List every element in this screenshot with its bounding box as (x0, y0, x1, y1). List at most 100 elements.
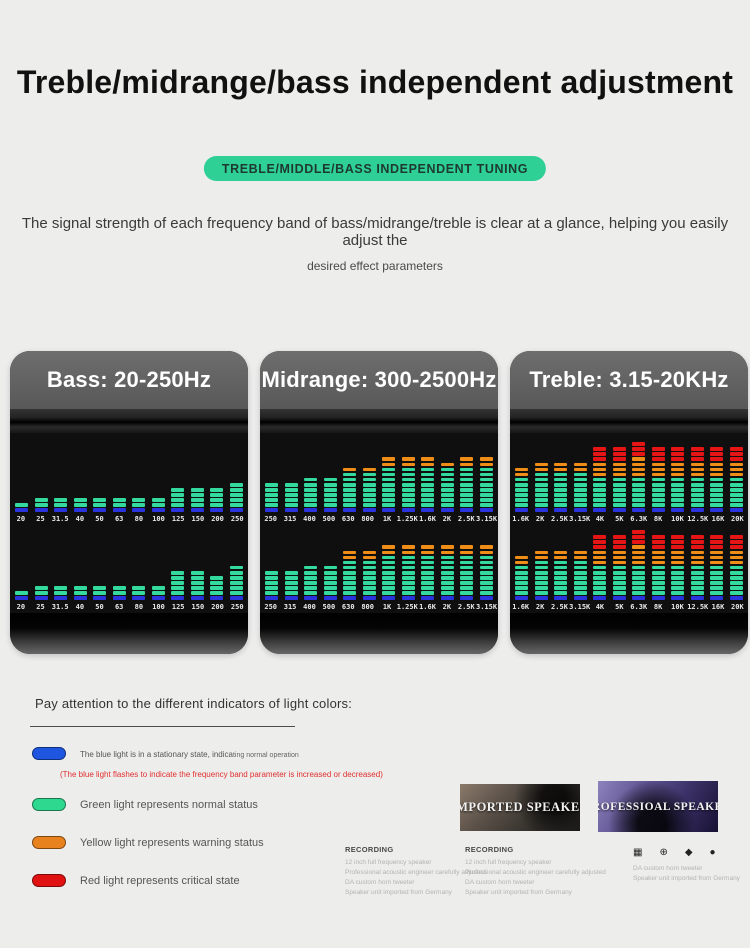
led-segment (265, 493, 278, 497)
eq-panel-treble-title: Treble: 3.15-20KHz (529, 367, 729, 392)
led-segment (151, 591, 165, 595)
led-segment (554, 467, 568, 472)
led-column (151, 498, 165, 512)
led-segment (710, 472, 724, 477)
led-segment (690, 555, 704, 560)
led-column (171, 488, 185, 512)
led-segment (729, 462, 743, 467)
led-segment (440, 477, 454, 482)
led-segment (515, 560, 528, 565)
led-segment (304, 493, 318, 497)
legend-item-red: Red light represents critical state (32, 874, 240, 887)
led-column (15, 591, 28, 600)
led-segment (479, 581, 493, 585)
led-segment (265, 586, 278, 590)
led-segment (401, 493, 415, 497)
led-segment (651, 596, 665, 600)
led-segment (284, 503, 298, 507)
frequency-label: 250 (264, 514, 278, 523)
led-segment (171, 576, 185, 580)
led-segment (421, 591, 435, 595)
led-segment (54, 508, 68, 512)
frequency-label: 63 (114, 514, 124, 523)
led-segment (593, 462, 607, 467)
led-segment (534, 477, 548, 482)
led-segment (612, 535, 626, 539)
led-segment (729, 447, 743, 451)
led-segment (534, 591, 548, 595)
legend-divider (30, 726, 295, 727)
led-segment (690, 596, 704, 600)
led-segment (421, 498, 435, 502)
led-segment (229, 576, 243, 580)
led-segment (534, 482, 548, 487)
led-segment (690, 550, 704, 555)
led-segment (34, 503, 48, 507)
led-segment (632, 482, 646, 487)
legend-item-yellow-label: Yellow light represents warning status (80, 836, 264, 849)
led-segment (190, 488, 204, 492)
led-segment (93, 498, 107, 502)
led-segment (112, 508, 126, 512)
led-segment (323, 586, 337, 590)
led-segment (710, 560, 724, 565)
led-segment (729, 576, 743, 580)
led-segment (323, 581, 337, 585)
led-segment (651, 508, 665, 512)
frequency-label: 40 (75, 514, 85, 523)
led-segment (460, 493, 474, 497)
frequency-label: 150 (191, 514, 205, 523)
frequency-label: 16K (711, 602, 725, 611)
frequency-label: 800 (361, 514, 374, 523)
led-segment (573, 498, 587, 502)
led-column (460, 457, 474, 512)
frequency-label: 1.6K (419, 514, 436, 523)
frequency-label: 2.5K (551, 514, 568, 523)
led-segment (132, 591, 146, 595)
led-segment (382, 482, 396, 487)
led-segment (479, 457, 493, 462)
led-column (93, 498, 107, 512)
led-column (362, 550, 376, 600)
led-segment (593, 488, 607, 492)
eq-panel-midrange-title: Midrange: 300-2500Hz (261, 367, 497, 392)
frequency-label: 50 (95, 514, 104, 523)
frequency-label: 125 (171, 602, 185, 611)
led-segment (229, 581, 243, 585)
led-segment (229, 586, 243, 590)
intro-line-1: The signal strength of each frequency ba… (21, 215, 729, 249)
led-segment (401, 503, 415, 507)
led-segment (729, 508, 743, 512)
led-segment (34, 508, 48, 512)
frequency-label: 150 (191, 602, 205, 611)
led-segment (710, 503, 724, 507)
led-segment (534, 498, 548, 502)
led-segment (401, 550, 415, 555)
led-segment (632, 488, 646, 492)
led-segment (632, 565, 646, 570)
led-display: 20 25 31.5 40 50 63 80 100 125 150 200 250 20 25 31.5… (10, 433, 248, 613)
led-segment (304, 565, 318, 570)
led-segment (304, 596, 318, 600)
led-segment (284, 498, 298, 502)
led-segment (343, 596, 357, 600)
led-segment (112, 591, 126, 595)
led-segment (421, 467, 435, 472)
led-column (632, 530, 646, 600)
led-segment (323, 570, 337, 575)
led-segment (382, 488, 396, 492)
eq-panel-midrange: Midrange: 300-2500Hz 250 315 400 500 630 800 1… (260, 351, 498, 654)
led-segment (690, 586, 704, 590)
led-segment (265, 498, 278, 502)
led-segment (632, 581, 646, 585)
led-segment (632, 508, 646, 512)
led-segment (284, 581, 298, 585)
led-segment (362, 565, 376, 570)
frequency-label: 50 (95, 602, 104, 611)
led-segment (284, 576, 298, 580)
led-segment (710, 570, 724, 575)
led-column (54, 586, 68, 600)
led-segment (421, 545, 435, 550)
led-segment (401, 488, 415, 492)
led-segment (210, 493, 224, 497)
